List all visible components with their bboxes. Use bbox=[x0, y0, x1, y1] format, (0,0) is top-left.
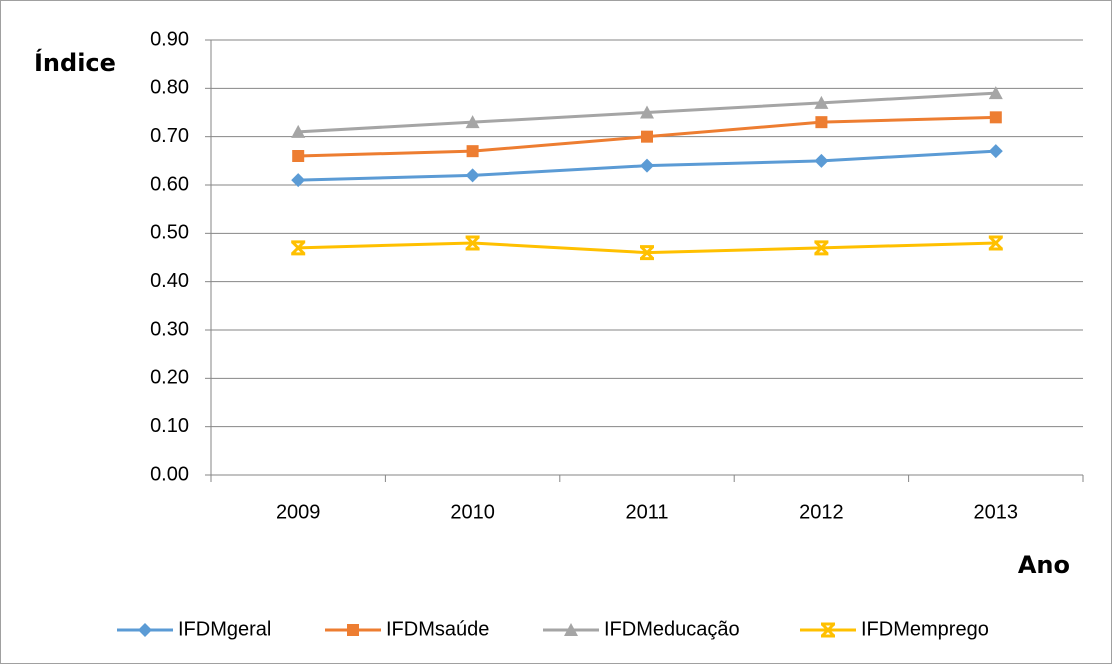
y-tick-label: 0.00 bbox=[150, 463, 189, 485]
marker bbox=[465, 168, 480, 183]
marker bbox=[989, 111, 1002, 124]
marker bbox=[988, 144, 1003, 159]
x-tick-label: 2010 bbox=[450, 501, 495, 523]
x-tick-label: 2009 bbox=[276, 501, 321, 523]
marker bbox=[814, 95, 829, 109]
marker bbox=[814, 153, 829, 168]
y-tick-label: 0.60 bbox=[150, 173, 189, 195]
marker bbox=[815, 116, 828, 129]
y-tick-label: 0.10 bbox=[150, 415, 189, 437]
legend-label: IFDMeducação bbox=[604, 618, 740, 640]
marker bbox=[988, 86, 1003, 100]
x-axis-title: Ano bbox=[1018, 551, 1070, 579]
y-tick-label: 0.40 bbox=[150, 270, 189, 292]
y-tick-label: 0.30 bbox=[150, 318, 189, 340]
y-tick-label: 0.80 bbox=[150, 77, 189, 99]
legend-marker bbox=[820, 622, 836, 638]
marker bbox=[291, 124, 306, 138]
x-tick-label: 2013 bbox=[974, 501, 1019, 523]
y-tick-label: 0.90 bbox=[150, 28, 189, 50]
marker bbox=[640, 158, 654, 173]
x-tick-label: 2011 bbox=[625, 501, 668, 523]
marker bbox=[640, 105, 654, 119]
y-tick-label: 0.20 bbox=[150, 367, 189, 389]
marker bbox=[988, 235, 1003, 251]
marker bbox=[641, 130, 653, 143]
y-axis-title: Índice bbox=[34, 48, 116, 77]
legend-label: IFDMemprego bbox=[861, 618, 989, 640]
marker bbox=[466, 145, 479, 158]
legend-label: IFDMsaúde bbox=[386, 618, 489, 640]
marker bbox=[465, 235, 480, 251]
y-tick-label: 0.50 bbox=[150, 222, 189, 244]
marker bbox=[292, 150, 305, 162]
marker bbox=[465, 115, 480, 129]
marker bbox=[814, 240, 829, 256]
y-tick-label: 0.70 bbox=[150, 125, 189, 147]
marker bbox=[291, 240, 306, 256]
legend-label: IFDMgeral bbox=[178, 618, 271, 640]
marker bbox=[639, 245, 655, 261]
legend-marker bbox=[138, 623, 152, 637]
marker bbox=[291, 173, 306, 188]
legend-marker bbox=[564, 623, 578, 636]
legend-marker bbox=[347, 624, 359, 636]
x-tick-label: 2012 bbox=[799, 501, 844, 523]
